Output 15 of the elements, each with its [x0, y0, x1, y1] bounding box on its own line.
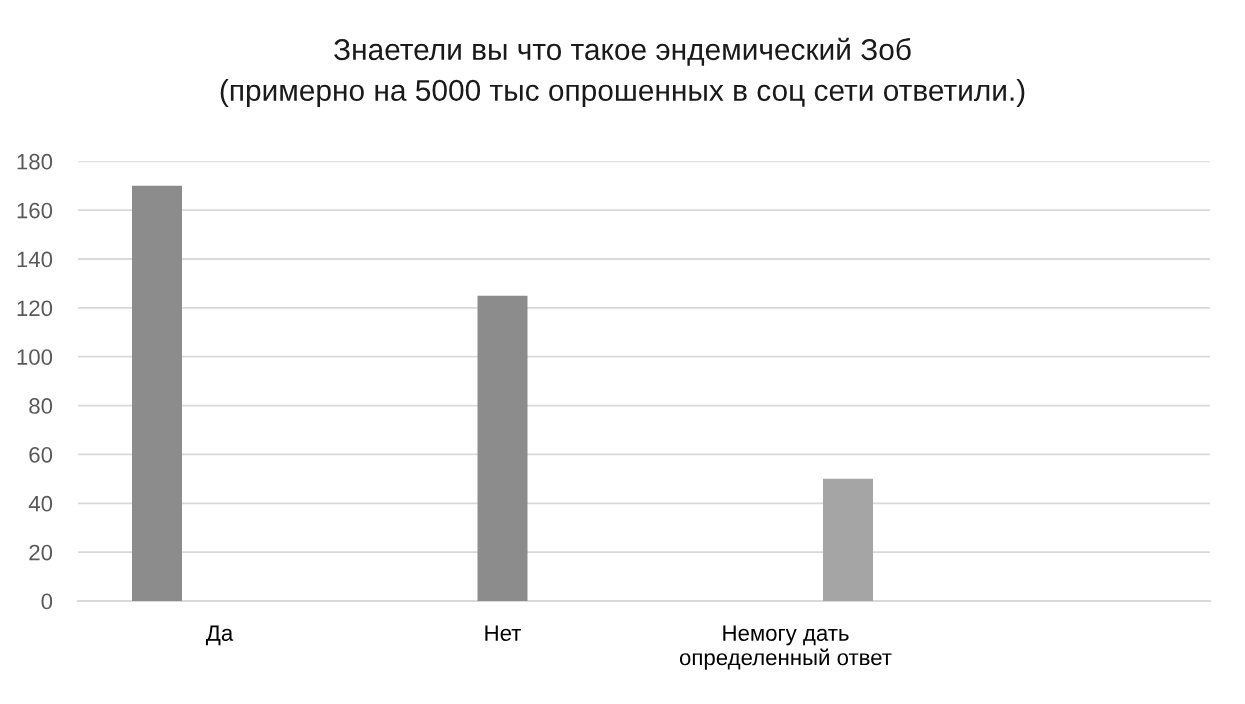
x-tick-label: Немогу дать определенный ответ [679, 625, 892, 670]
chart-title: Знаетели вы что такое эндемический Зоб [334, 37, 911, 66]
y-tick-label: 160 [17, 202, 53, 219]
x-tick-label: Нет [485, 625, 522, 641]
x-tick-label: Да [205, 625, 234, 646]
y-tick-label: 180 [17, 153, 53, 170]
y-tick-label: 120 [17, 300, 53, 317]
y-tick-label: 40 [28, 495, 53, 512]
y-tick-label: 100 [17, 349, 53, 365]
y-tick-label: 140 [17, 251, 53, 268]
chart-subtitle: (примерно на 5000 тыс опрошенных в соц сети ответили.) [220, 79, 1025, 107]
y-tick-label: 60 [29, 446, 53, 463]
y-tick-label: 0 [41, 593, 53, 610]
y-tick-label: 20 [29, 544, 53, 561]
y-tick-label: 80 [29, 398, 53, 414]
